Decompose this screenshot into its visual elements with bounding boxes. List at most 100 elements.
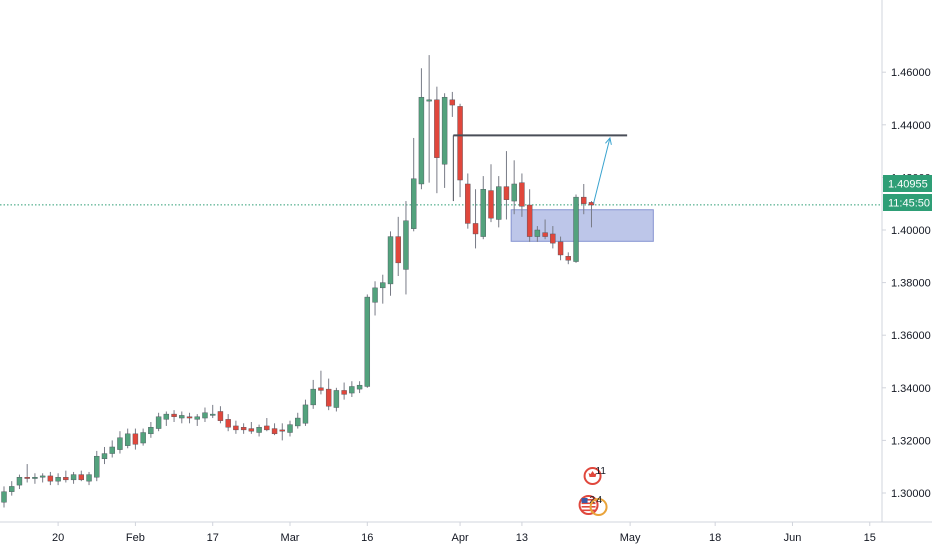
countdown-label: 11:45:50 <box>888 198 930 210</box>
candle <box>1 486 7 508</box>
candle <box>194 414 200 426</box>
candle-body <box>302 404 309 424</box>
candle-body <box>310 388 316 406</box>
candle-body <box>480 189 486 237</box>
candle <box>63 470 69 483</box>
x-tick-label: Mar <box>281 532 300 544</box>
candle-body <box>210 413 216 416</box>
candle <box>380 274 386 304</box>
demand-zone-rectangle[interactable] <box>510 209 654 242</box>
candle-body <box>418 96 425 185</box>
candle-body <box>132 433 139 445</box>
x-tick-label: Feb <box>126 532 145 544</box>
candle-body <box>287 424 293 433</box>
candle <box>16 474 23 490</box>
candle <box>302 399 309 426</box>
uk-flag-icon[interactable]: 4 <box>589 495 608 516</box>
candle <box>70 471 77 484</box>
candle <box>480 176 486 240</box>
events-group[interactable]: 11 2 4 <box>578 466 608 516</box>
candle-body <box>217 411 224 421</box>
candle-body <box>472 223 479 235</box>
candle <box>117 431 123 454</box>
candle <box>472 189 479 249</box>
candle <box>372 281 378 316</box>
candle <box>526 189 533 242</box>
candle-body <box>573 196 579 262</box>
candle <box>434 86 440 194</box>
candles-group <box>1 55 595 508</box>
candle <box>264 418 270 432</box>
time-axis[interactable]: 20 Feb 17 Mar 16 Apr 13 May 18 Jun 15 <box>52 522 876 544</box>
candle <box>202 407 208 422</box>
x-tick-label: May <box>620 532 641 544</box>
candle <box>55 473 61 486</box>
candle <box>233 420 239 434</box>
candle-body <box>565 256 571 261</box>
candle <box>310 379 316 409</box>
candle-body <box>434 99 440 158</box>
canada-flag-icon[interactable]: 11 <box>583 466 607 485</box>
x-tick-label: 20 <box>52 532 64 544</box>
candle-body <box>395 236 401 264</box>
candle <box>9 481 15 496</box>
candle-body <box>117 437 123 450</box>
x-tick-label: 13 <box>516 532 528 544</box>
candle <box>271 423 278 436</box>
candle-body <box>380 282 386 289</box>
candle <box>279 423 285 441</box>
candle <box>519 173 525 217</box>
candle <box>240 423 247 434</box>
candle <box>101 446 108 465</box>
candle <box>155 412 162 432</box>
candle <box>248 421 255 434</box>
candle-body <box>32 477 38 479</box>
projection-arrow[interactable] <box>592 137 611 204</box>
candle <box>325 378 332 411</box>
candle <box>426 55 432 183</box>
candle-body <box>248 428 255 432</box>
y-tick-label: 1.40000 <box>891 225 931 237</box>
candle <box>349 381 355 398</box>
current-price-label: 1.40955 <box>888 179 928 191</box>
x-tick-label: 15 <box>864 532 876 544</box>
candle-body <box>550 233 556 244</box>
candle <box>318 370 324 395</box>
candle <box>140 428 146 446</box>
y-tick-label: 1.34000 <box>891 383 931 395</box>
candle-body <box>449 99 456 106</box>
usa-flag-icon[interactable]: 2 <box>578 495 599 515</box>
candle <box>32 473 38 484</box>
candle-body <box>511 183 517 202</box>
candle-body <box>534 229 541 237</box>
candle-body <box>271 428 278 435</box>
price-axis[interactable]: 1.30000 1.32000 1.34000 1.36000 1.38000 1.400… <box>882 67 931 500</box>
current-price-badge: 1.40955 <box>883 175 932 192</box>
candle-body <box>410 178 417 229</box>
candle-body <box>264 425 270 431</box>
candle <box>511 160 517 215</box>
candle-body <box>86 474 92 482</box>
candle-body <box>325 388 332 407</box>
y-tick-label: 1.30000 <box>891 488 931 500</box>
candle-body <box>295 417 301 427</box>
candle-body <box>39 475 46 478</box>
drawings-group[interactable] <box>452 134 628 204</box>
event-count-uk: 4 <box>597 495 603 506</box>
candle <box>565 252 571 265</box>
candle-body <box>364 296 371 387</box>
candle <box>132 428 139 450</box>
candle <box>457 103 463 198</box>
x-tick-label: 16 <box>361 532 373 544</box>
candle <box>496 176 502 228</box>
candle-body <box>557 241 564 256</box>
x-tick-label: 17 <box>207 532 219 544</box>
candle-body <box>356 384 363 390</box>
candle <box>210 404 216 419</box>
candle <box>441 93 448 188</box>
candle-body <box>1 491 7 503</box>
candle-body <box>372 287 378 303</box>
candle <box>39 473 46 483</box>
candle-body <box>387 236 394 285</box>
